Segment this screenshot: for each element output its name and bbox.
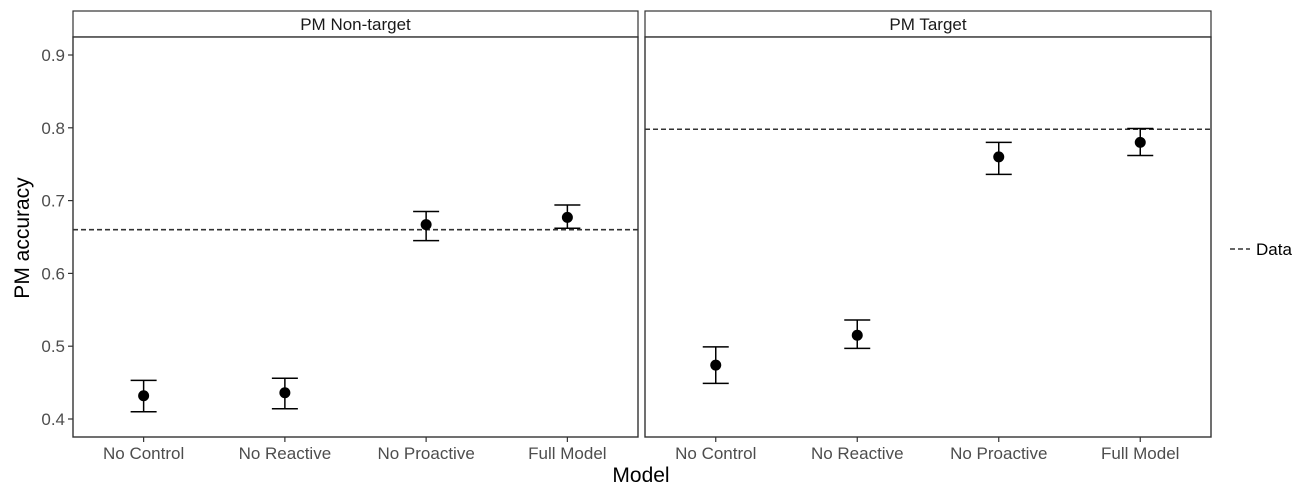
panel-frame <box>645 37 1211 437</box>
legend-label: Data <box>1256 240 1292 259</box>
data-point <box>421 219 432 230</box>
data-point <box>279 387 290 398</box>
data-point <box>852 330 863 341</box>
panel-1: PM Non-target No Control No Reactive No Pro… <box>73 11 638 463</box>
panels: PM Non-target No Control No Reactive No Pro… <box>73 11 1211 463</box>
y-axis: 0.4 0.5 0.6 0.7 0.8 0.9 <box>41 46 73 429</box>
y-tick-label: 0.4 <box>41 410 65 429</box>
x-tick-label: No Reactive <box>239 444 332 463</box>
y-tick-label: 0.9 <box>41 46 65 65</box>
x-tick-label: No Reactive <box>811 444 904 463</box>
data-point <box>1135 137 1146 148</box>
x-tick-label: Full Model <box>1101 444 1179 463</box>
y-tick-label: 0.7 <box>41 192 65 211</box>
panel-2: PM Target No Control No Reactive No Proacti… <box>645 11 1211 463</box>
y-tick-label: 0.5 <box>41 337 65 356</box>
data-point <box>993 151 1004 162</box>
panel-title: PM Target <box>889 15 966 34</box>
data-point <box>710 360 721 371</box>
panel-title: PM Non-target <box>300 15 411 34</box>
legend: Data <box>1230 240 1292 259</box>
panel-frame <box>73 37 638 437</box>
data-point <box>138 390 149 401</box>
x-axis-title: Model <box>612 464 669 487</box>
y-axis-title: PM accuracy <box>11 177 34 299</box>
x-tick-label: No Control <box>103 444 184 463</box>
y-tick-label: 0.8 <box>41 119 65 138</box>
x-tick-label: Full Model <box>528 444 606 463</box>
x-tick-label: No Control <box>675 444 756 463</box>
y-tick-label: 0.6 <box>41 264 65 283</box>
x-tick-label: No Proactive <box>377 444 474 463</box>
x-tick-label: No Proactive <box>950 444 1047 463</box>
data-point <box>562 212 573 223</box>
